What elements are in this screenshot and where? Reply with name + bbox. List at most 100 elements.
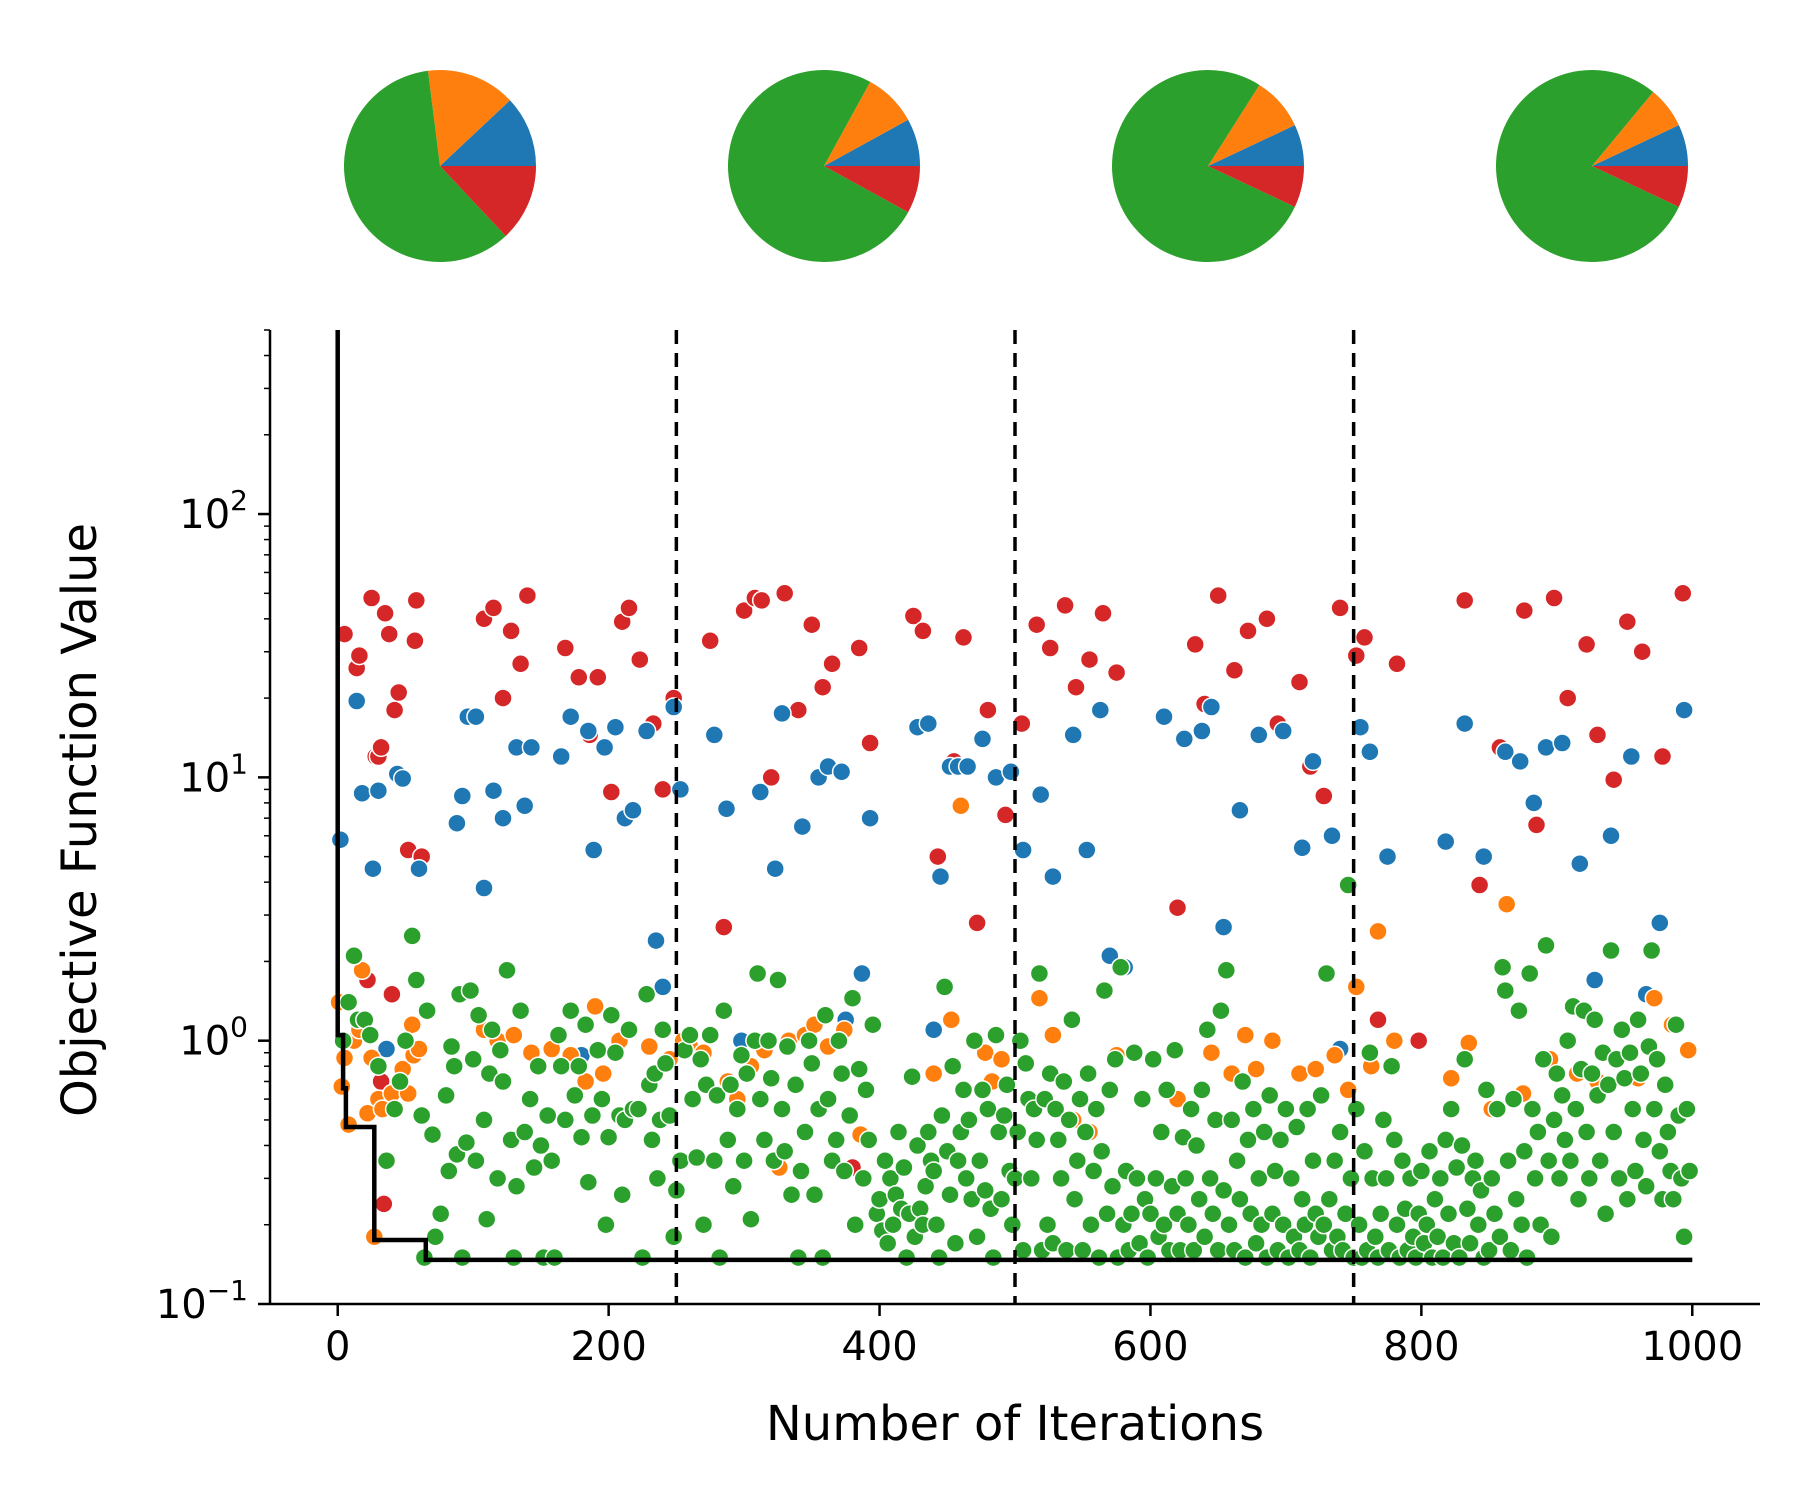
scatter-point (923, 1063, 944, 1084)
scatter-point (474, 878, 494, 898)
scatter-point (510, 654, 531, 674)
scatter-point (700, 1025, 720, 1045)
scatter-point (642, 1130, 662, 1150)
scatter-point (368, 780, 389, 801)
scatter-point (907, 1135, 928, 1156)
scatter-point (1530, 1214, 1551, 1235)
scatter-point (1077, 840, 1097, 860)
scatter-point (482, 1020, 502, 1040)
scatter-point (583, 840, 604, 860)
scatter-point (483, 780, 504, 801)
scatter-point (1620, 1042, 1640, 1063)
scatter-point (1094, 980, 1115, 1001)
scatter-point (376, 1150, 397, 1171)
scatter-point (493, 1071, 513, 1092)
x-tick-label: 800 (1383, 1324, 1459, 1370)
pie-slice-orange (1592, 92, 1679, 166)
scatter-point (460, 980, 481, 1001)
scatter-point (849, 638, 869, 658)
scatter-point (1081, 1214, 1101, 1235)
scatter-point (1200, 1168, 1220, 1189)
scatter-point (548, 1025, 569, 1045)
scatter-point (476, 1209, 497, 1229)
scatter-point (1105, 1049, 1125, 1070)
scatter-point (1002, 1214, 1023, 1235)
scatter-point (531, 1135, 551, 1156)
pie-slice-green (1112, 70, 1295, 263)
scatter-point (1045, 1099, 1066, 1119)
scatter-point (731, 1045, 752, 1066)
scatter-point (588, 667, 608, 688)
scatter-point (578, 721, 599, 741)
scatter-point (1482, 1168, 1502, 1189)
scatter-point (1086, 1099, 1107, 1119)
scatter-point (598, 1127, 619, 1147)
scatter-point (639, 1036, 660, 1057)
scatter-point (1093, 603, 1113, 624)
scatter-point (1647, 1049, 1667, 1070)
scatter-point (1043, 866, 1063, 887)
scatter-point (1658, 1122, 1678, 1142)
scatter-point (940, 1184, 960, 1205)
scatter-point (1609, 1168, 1629, 1189)
scatter-point (647, 1168, 668, 1189)
scatter-point (1427, 1227, 1448, 1247)
scatter-point (1441, 1099, 1461, 1119)
scatter-point (1029, 963, 1050, 984)
scatter-point (1471, 1180, 1491, 1201)
scatter-point (1498, 1150, 1518, 1171)
scatter-point (1452, 1135, 1472, 1156)
scatter-point (956, 1168, 976, 1189)
scatter-point (1587, 725, 1608, 745)
scatter-point (1297, 1099, 1318, 1119)
scatter-point (444, 1056, 464, 1076)
scatter-point (422, 1124, 443, 1145)
scatter-point (1454, 713, 1475, 734)
scatter-point (1281, 1168, 1302, 1189)
scatter-point (636, 984, 657, 1005)
scatter-point (788, 1247, 809, 1268)
scatter-point (1303, 751, 1323, 772)
scatter-point (560, 706, 581, 727)
scatter-point (544, 1247, 565, 1268)
scatter-point (1324, 1150, 1345, 1171)
scatter-point (875, 1150, 895, 1171)
scatter-point (1384, 1130, 1405, 1150)
scatter-point (468, 1005, 489, 1025)
scatter-point (983, 1247, 1004, 1268)
scatter-point (1492, 957, 1513, 978)
scatter-point (777, 1036, 798, 1057)
scatter-point (1137, 1247, 1158, 1268)
scatter-point (1273, 721, 1293, 741)
scatter-point (1632, 641, 1652, 662)
scatter-point (953, 1080, 974, 1100)
scatter-point (834, 1161, 855, 1181)
scatter-point (1495, 980, 1516, 1001)
scatter-point (1579, 1168, 1600, 1189)
scatter-point (845, 1214, 865, 1235)
scatter-point (392, 768, 413, 789)
x-tick-label: 200 (570, 1324, 646, 1370)
scatter-point (932, 1105, 952, 1126)
scatter-point (1314, 786, 1334, 806)
scatter-point (799, 1030, 819, 1051)
scatter-point (1368, 921, 1388, 942)
scatter-point (1249, 1168, 1269, 1189)
scatter-point (1501, 1240, 1521, 1261)
scatter-point (1641, 940, 1662, 961)
scatter-point (734, 1150, 754, 1171)
scatter-point (751, 590, 772, 611)
x-axis-label: Number of Iterations (766, 1396, 1264, 1452)
scatter-point (1346, 645, 1367, 666)
scatter-point (860, 733, 880, 753)
scatter-point (463, 1049, 483, 1070)
scatter-point (490, 1040, 511, 1060)
scatter-point (1446, 1157, 1467, 1178)
scatter-point (1090, 700, 1111, 720)
scatter-point (758, 1030, 779, 1051)
scatter-point (601, 1005, 622, 1025)
scatter-point (528, 1056, 548, 1076)
pie-slice-blue (440, 100, 536, 166)
pie-slice-blue (824, 119, 920, 166)
